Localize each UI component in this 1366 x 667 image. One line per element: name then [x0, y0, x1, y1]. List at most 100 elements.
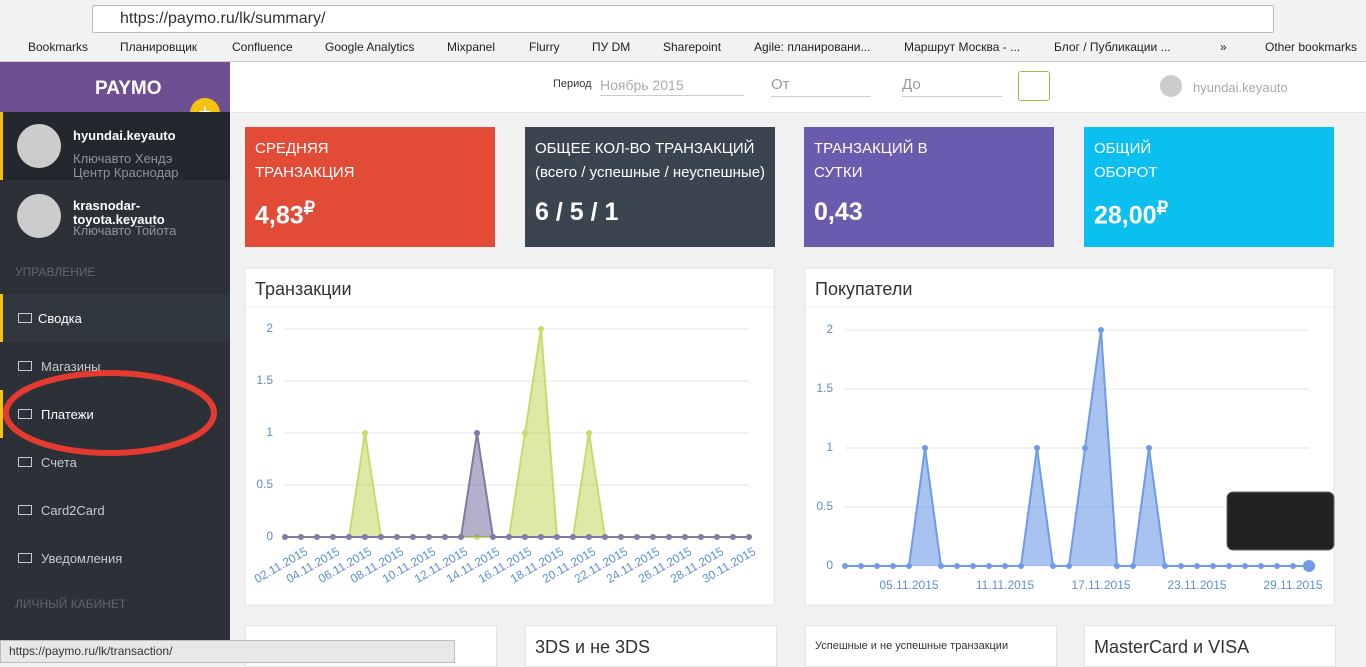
- card-title: ТРАНЗАКЦИЯ: [255, 164, 355, 181]
- point: [698, 534, 704, 540]
- card-title: СУТКИ: [814, 164, 863, 181]
- to[interactable]: До: [902, 76, 1002, 97]
- bookmark[interactable]: Confluence: [232, 40, 293, 54]
- card-title: ОБЩИЙ: [1094, 140, 1152, 157]
- panel-title: Покупатели: [815, 279, 912, 299]
- card-value: 28,00₽: [1094, 198, 1169, 230]
- point: [586, 534, 592, 540]
- point: [650, 534, 656, 540]
- point: [1066, 563, 1072, 569]
- panel-title: MasterCard и VISA: [1094, 637, 1250, 657]
- point: [906, 563, 912, 569]
- avatar: [17, 124, 61, 168]
- point: [442, 534, 448, 540]
- bookmark[interactable]: Маршрут Москва - ...: [904, 40, 1021, 54]
- y-tick-label: 0: [266, 529, 273, 543]
- card-title: ОБОРОТ: [1094, 164, 1158, 181]
- bookmark[interactable]: Flurry: [529, 40, 560, 54]
- y-tick-label: 1.5: [816, 381, 833, 395]
- annotation: [3, 370, 217, 456]
- menu-item[interactable]: Магазины: [41, 359, 101, 374]
- url: https://paymo.ru/lk/summary/: [120, 10, 326, 27]
- user: hyundai.keyauto: [1193, 80, 1288, 95]
- point: [618, 534, 624, 540]
- bookmark[interactable]: Agile: планировани...: [754, 40, 871, 54]
- point: [1178, 563, 1184, 569]
- point: [554, 534, 560, 540]
- address-bar[interactable]: [92, 5, 1274, 33]
- bookmark[interactable]: Блог / Публикации ...: [1054, 40, 1171, 54]
- bookmark[interactable]: Планировщик: [120, 40, 198, 54]
- point: [378, 534, 384, 540]
- point: [1162, 563, 1168, 569]
- user-avatar: [1160, 75, 1182, 97]
- point: [922, 445, 928, 451]
- point: [1146, 445, 1152, 451]
- card-title: СРЕДНЯЯ: [255, 140, 329, 157]
- bookmark[interactable]: Bookmarks: [28, 40, 89, 54]
- point: [362, 534, 368, 540]
- menu-item[interactable]: Платежи: [41, 407, 94, 422]
- menu-item[interactable]: Card2Card: [41, 503, 105, 518]
- bookmark[interactable]: Other bookmarks: [1265, 40, 1358, 54]
- card: [1084, 127, 1334, 247]
- point: [282, 534, 288, 540]
- menu-item[interactable]: Сводка: [38, 311, 82, 326]
- point: [634, 534, 640, 540]
- x-tick-label: 29.11.2015: [1263, 578, 1322, 592]
- menu-icon: [18, 505, 32, 515]
- bookmark[interactable]: »: [1220, 40, 1227, 54]
- point: [938, 563, 944, 569]
- card: [804, 127, 1054, 247]
- bookmark[interactable]: ПУ DM: [592, 40, 631, 54]
- point: [986, 563, 992, 569]
- point: [570, 534, 576, 540]
- point: [730, 534, 736, 540]
- point: [586, 430, 592, 436]
- bookmark[interactable]: Google Analytics: [325, 40, 415, 54]
- bookmark[interactable]: Sharepoint: [663, 40, 722, 54]
- period-label: Период: [553, 78, 592, 90]
- point: [362, 430, 368, 436]
- account-login: hyundai.keyauto: [73, 128, 176, 143]
- point: [746, 534, 752, 540]
- card-title: (всего / успешные / неуспешные): [535, 164, 766, 181]
- menu-icon: [18, 409, 32, 419]
- point: [714, 534, 720, 540]
- card-title: ОБЩЕЕ КОЛ-ВО ТРАНЗАКЦИЙ: [535, 140, 755, 157]
- point: [954, 563, 960, 569]
- y-tick-label: 1: [826, 440, 833, 454]
- from[interactable]: От: [771, 76, 871, 97]
- point: [1290, 563, 1296, 569]
- menu-bar: [0, 390, 3, 438]
- account-login: krasnodar-toyota.keyauto: [73, 198, 165, 227]
- card-value: 0,43: [814, 198, 863, 226]
- menu-bar: [0, 294, 3, 342]
- x-tick-label: 17.11.2015: [1071, 578, 1130, 592]
- account-company: Ключавто Тойота: [73, 223, 177, 238]
- point: [490, 534, 496, 540]
- y-tick-label: 2: [266, 321, 273, 335]
- panel-title: Транзакции: [255, 279, 352, 299]
- period[interactable]: Ноябрь 2015: [600, 77, 744, 96]
- point: [1082, 445, 1088, 451]
- point: [890, 563, 896, 569]
- card: [525, 127, 775, 247]
- point: [426, 534, 432, 540]
- panel: [1084, 625, 1336, 667]
- section-label: УПРАВЛЕНИЕ: [15, 265, 96, 279]
- card-title: ТРАНЗАКЦИЙ В: [814, 140, 928, 157]
- tooltip: [1226, 491, 1335, 551]
- bookmark[interactable]: Mixpanel: [447, 40, 496, 54]
- avatar: [17, 194, 61, 238]
- panel: [244, 267, 775, 606]
- panel-title: 3DS и не 3DS: [535, 637, 651, 657]
- menu-item[interactable]: Уведомления: [41, 551, 123, 566]
- menu-active: [3, 294, 230, 342]
- area: [845, 330, 1309, 566]
- point: [458, 534, 464, 540]
- menu-item[interactable]: Счета: [41, 455, 77, 470]
- apply-button[interactable]: [1018, 71, 1050, 101]
- point: [666, 534, 672, 540]
- point: [1210, 563, 1216, 569]
